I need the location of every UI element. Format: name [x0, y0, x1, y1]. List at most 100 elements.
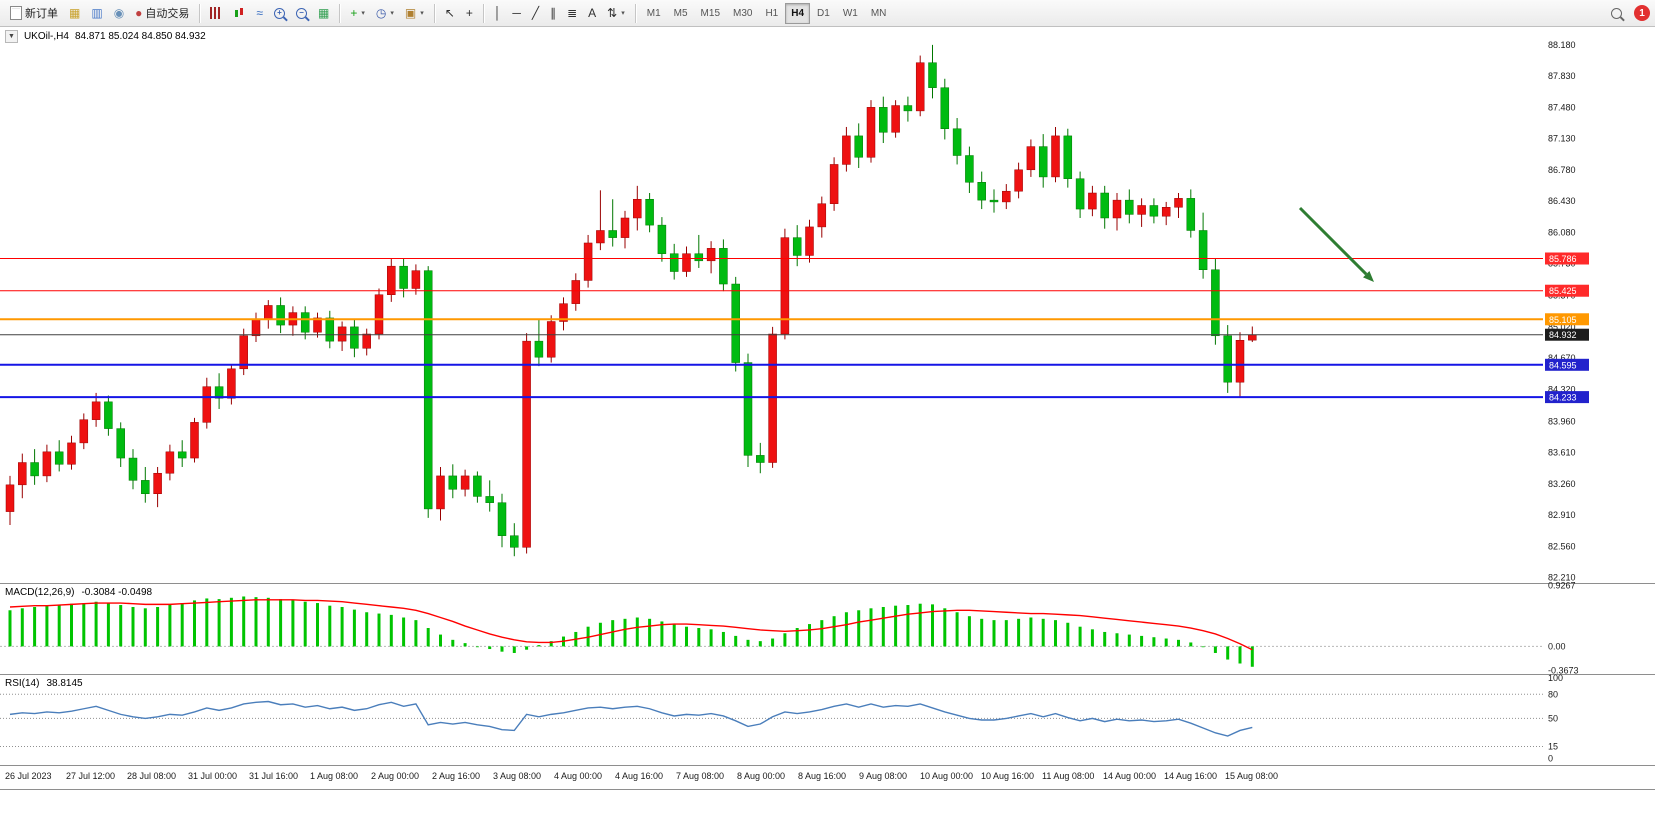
tile-windows-button[interactable]: ▦: [313, 2, 334, 25]
price-tag-text: 85.105: [1549, 315, 1577, 325]
rsi-name: RSI(14): [5, 678, 40, 689]
bar-chart-button[interactable]: [205, 2, 227, 25]
macd-histogram[interactable]: [8, 596, 1254, 667]
indicators-button[interactable]: + ▾: [345, 2, 370, 25]
price-axis-label: 88.180: [1548, 40, 1576, 50]
periods-button[interactable]: ◷ ▾: [371, 2, 399, 25]
price-tag-text: 84.932: [1549, 330, 1577, 340]
price-tag-84.595: [1545, 358, 1589, 371]
toolbar-separator: [433, 3, 435, 23]
dropdown-arrow-icon: ▾: [361, 10, 365, 17]
fibonacci-button[interactable]: ≣: [562, 2, 582, 25]
rsi-indicator-label: RSI(14) 38.8145: [5, 678, 83, 689]
channel-icon: ∥: [550, 6, 557, 20]
ohlc-values: 84.871 85.024 84.850 84.932: [74, 31, 206, 42]
rsi-scale-label: 50: [1548, 713, 1558, 723]
crosshair-button[interactable]: +: [461, 2, 478, 25]
profiles-button[interactable]: ▦: [64, 2, 85, 25]
timeframe-M15[interactable]: M15: [700, 7, 720, 19]
toolbar-separator: [482, 3, 484, 23]
price-axis-label: 86.430: [1548, 196, 1576, 206]
macd-scale-label: 0.00: [1548, 641, 1566, 651]
search-icon: [1611, 7, 1622, 19]
price-tag-text: 85.786: [1549, 254, 1577, 264]
toolbar: 新订单 ▦ ▥ ◉ ● 自动交易 ≈ + − ▦ + ▾ ◷ ▾ ▣ ▾ ↖ + │ ─ ╱ ∥ ≣ A ⇅ ▾ M1 M5 M15 M3…: [0, 0, 1655, 27]
rsi-scale-label: 100: [1548, 673, 1563, 683]
time-axis-label: 4 Aug 16:00: [615, 771, 663, 781]
price-tag-85.425: [1545, 284, 1589, 297]
macd-signal-line[interactable]: [9, 599, 1253, 651]
toolbar-separator: [199, 3, 201, 23]
chart-profiles-icon: ▦: [69, 6, 81, 20]
time-axis-label: 11 Aug 08:00: [1042, 771, 1094, 781]
price-axis-label: 86.080: [1548, 227, 1576, 237]
arrows-button[interactable]: ⇅ ▾: [602, 2, 630, 25]
macd-indicator-label: MACD(12,26,9) -0.3084 -0.0498: [5, 587, 152, 598]
dropdown-arrow-icon: ▾: [621, 10, 625, 17]
timeframe-M1[interactable]: M1: [646, 7, 661, 19]
timeframe-D1[interactable]: D1: [817, 7, 830, 19]
horizontal-line-icon: ─: [512, 6, 521, 20]
time-axis-label: 14 Aug 00:00: [1103, 771, 1156, 781]
template-icon: ▣: [404, 6, 417, 20]
equidistant-channel-button[interactable]: ∥: [545, 2, 561, 25]
price-axis-label: 84.670: [1548, 353, 1576, 363]
arrow-annotation-head: [1363, 271, 1374, 282]
auto-trading-button[interactable]: ● 自动交易: [130, 2, 194, 25]
price-tag-84.233: [1545, 391, 1589, 404]
chart-canvas[interactable]: 88.180 87.830 87.480 87.130 86.780 86.430 86.0…: [0, 27, 1655, 790]
rsi-line[interactable]: [9, 700, 1253, 737]
search-button[interactable]: [1606, 2, 1627, 25]
horizontal-line-button[interactable]: ─: [507, 2, 526, 25]
candlestick-chart-button[interactable]: [228, 2, 250, 25]
toolbar-separator: [339, 3, 341, 23]
market-watch-button[interactable]: ▥: [86, 2, 107, 25]
time-axis-label: 31 Jul 16:00: [249, 771, 298, 781]
rsi-scale-label: 15: [1548, 742, 1558, 752]
timeframe-W1[interactable]: W1: [842, 7, 858, 19]
time-axis-label: 8 Aug 00:00: [737, 771, 785, 781]
templates-button[interactable]: ▣ ▾: [400, 2, 429, 25]
time-axis-label: 14 Aug 16:00: [1164, 771, 1217, 781]
cursor-icon: ↖: [444, 6, 455, 20]
cursor-button[interactable]: ↖: [440, 2, 460, 25]
new-order-button[interactable]: 新订单: [5, 2, 63, 25]
time-axis-label: 2 Aug 00:00: [371, 771, 419, 781]
timeframe-H4[interactable]: H4: [785, 2, 811, 24]
data-window-button[interactable]: ◉: [109, 2, 129, 25]
time-axis-label: 9 Aug 08:00: [859, 771, 907, 781]
arrows-icon: ⇅: [607, 6, 618, 20]
price-axis-label: 82.910: [1548, 510, 1576, 520]
arrow-annotation[interactable]: [1298, 206, 1368, 276]
price-axis-label: 87.830: [1548, 71, 1576, 81]
price-tag-text: 84.595: [1549, 360, 1577, 370]
vertical-line-button[interactable]: │: [489, 2, 507, 25]
timeframe-MN[interactable]: MN: [870, 7, 887, 19]
zoom-out-button[interactable]: −: [291, 2, 312, 25]
timeframe-H1[interactable]: H1: [765, 7, 779, 19]
time-axis-label: 2 Aug 16:00: [432, 771, 480, 781]
line-chart-button[interactable]: ≈: [251, 2, 268, 25]
clock-icon: ◷: [375, 6, 387, 20]
time-axis-label: 10 Aug 16:00: [981, 771, 1034, 781]
timeframe-M5[interactable]: M5: [673, 7, 688, 19]
new-order-button-label: 新订单: [25, 8, 58, 20]
crosshair-icon: +: [465, 6, 473, 20]
text-label-button[interactable]: A: [583, 2, 601, 25]
chart-header: ▼ UKOil-,H4 84.871 85.024 84.850 84.932: [5, 30, 206, 43]
rsi-scale-label: 80: [1548, 689, 1558, 699]
zoom-in-button[interactable]: +: [269, 2, 290, 25]
time-axis-label: 7 Aug 08:00: [676, 771, 724, 781]
time-axis-label: 1 Aug 08:00: [310, 771, 358, 781]
price-tag-85.105: [1545, 313, 1589, 326]
time-axis-label: 27 Jul 12:00: [66, 771, 115, 781]
trendline-button[interactable]: ╱: [527, 2, 544, 25]
time-axis-label: 8 Aug 16:00: [798, 771, 846, 781]
notifications-badge[interactable]: 1: [1634, 5, 1650, 21]
timeframe-M30[interactable]: M30: [733, 7, 753, 19]
dropdown-arrow-icon: ▾: [420, 10, 424, 17]
candlestick-chart-icon: [233, 7, 245, 19]
collapse-chart-icon[interactable]: ▼: [5, 30, 18, 43]
candlesticks[interactable]: [5, 44, 1257, 557]
